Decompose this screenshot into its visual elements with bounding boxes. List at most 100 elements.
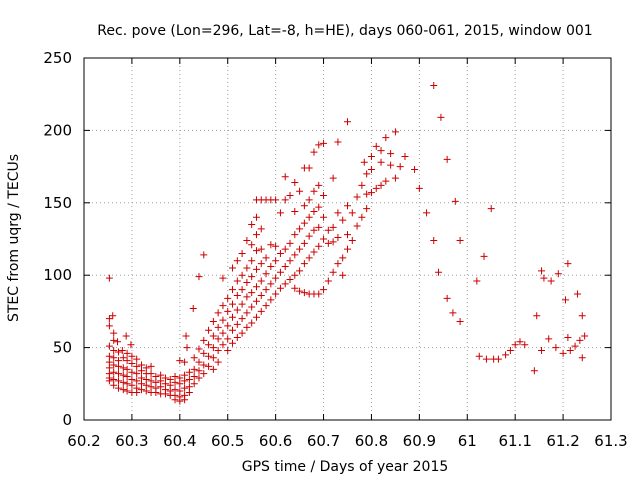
data-point	[147, 370, 155, 378]
data-point	[576, 336, 584, 344]
data-point	[224, 322, 232, 330]
data-point	[324, 239, 332, 247]
data-point	[181, 358, 189, 366]
data-point	[209, 354, 217, 362]
y-tick-label: 150	[43, 194, 72, 212]
data-point	[200, 349, 208, 357]
data-point	[119, 386, 127, 394]
data-point	[128, 352, 136, 360]
data-point	[487, 205, 495, 213]
plot-frame	[83, 57, 612, 421]
data-point	[105, 315, 113, 323]
data-point	[344, 118, 351, 126]
data-point	[238, 315, 246, 323]
data-point	[114, 348, 122, 356]
data-point	[315, 242, 323, 250]
data-point	[243, 323, 251, 331]
data-point	[305, 232, 313, 240]
data-point	[267, 241, 275, 249]
data-point	[252, 213, 260, 221]
data-point	[494, 355, 502, 363]
data-point	[243, 236, 251, 244]
data-point	[334, 234, 342, 242]
data-point	[128, 381, 136, 389]
data-point	[152, 388, 160, 396]
data-point	[214, 335, 222, 343]
data-point	[367, 165, 375, 173]
data-point	[305, 196, 313, 204]
data-point	[272, 196, 280, 204]
data-point	[315, 141, 323, 149]
data-point	[205, 352, 213, 360]
data-point	[252, 313, 260, 321]
data-point	[296, 267, 304, 275]
data-point	[552, 344, 560, 352]
data-point	[161, 390, 169, 398]
data-point	[238, 286, 246, 294]
data-point	[114, 338, 122, 346]
data-point	[310, 226, 318, 234]
data-point	[110, 329, 118, 337]
x-tick-label: 61.1	[498, 432, 531, 450]
data-point	[219, 316, 227, 324]
data-point	[171, 396, 179, 404]
data-point	[133, 355, 141, 363]
data-point	[262, 286, 270, 294]
data-point	[267, 263, 275, 271]
data-point	[123, 349, 131, 357]
data-point	[219, 302, 227, 310]
data-point	[123, 373, 131, 381]
data-point	[195, 374, 203, 382]
data-point	[133, 370, 141, 378]
data-points	[105, 82, 589, 405]
data-point	[391, 174, 399, 182]
data-point	[181, 377, 189, 385]
data-point	[334, 260, 342, 268]
data-point	[229, 339, 237, 347]
data-point	[329, 223, 337, 231]
data-point	[291, 284, 299, 292]
data-point	[430, 82, 438, 90]
data-point	[372, 142, 380, 150]
data-point	[382, 177, 390, 185]
data-point	[530, 367, 538, 375]
data-point	[363, 170, 371, 178]
data-point	[310, 248, 318, 256]
data-point	[176, 397, 184, 405]
data-point	[339, 271, 347, 279]
data-point	[475, 352, 483, 360]
data-point	[281, 173, 289, 181]
data-point	[110, 354, 118, 362]
data-point	[348, 236, 356, 244]
data-point	[200, 361, 208, 369]
data-point	[105, 377, 113, 385]
data-point	[291, 179, 299, 187]
data-point	[133, 362, 141, 370]
data-point	[276, 268, 284, 276]
data-point	[109, 312, 117, 320]
data-point	[267, 296, 275, 304]
data-point	[387, 150, 395, 158]
data-point	[224, 335, 232, 343]
data-point	[128, 360, 136, 368]
data-point	[119, 371, 127, 379]
data-point	[189, 305, 197, 313]
grid-lines	[84, 58, 611, 420]
data-point	[157, 383, 165, 391]
data-point	[190, 354, 198, 362]
data-point	[334, 138, 342, 146]
data-point	[272, 257, 280, 265]
data-point	[564, 333, 572, 341]
data-point	[391, 128, 399, 136]
data-point	[443, 294, 451, 302]
data-point	[291, 271, 299, 279]
data-point	[229, 264, 237, 272]
data-point	[286, 276, 294, 284]
data-point	[358, 181, 366, 189]
data-point	[122, 332, 130, 340]
data-point	[281, 196, 289, 204]
data-point	[128, 368, 136, 376]
data-point	[401, 152, 409, 160]
data-point	[360, 158, 368, 166]
data-point	[305, 213, 313, 221]
